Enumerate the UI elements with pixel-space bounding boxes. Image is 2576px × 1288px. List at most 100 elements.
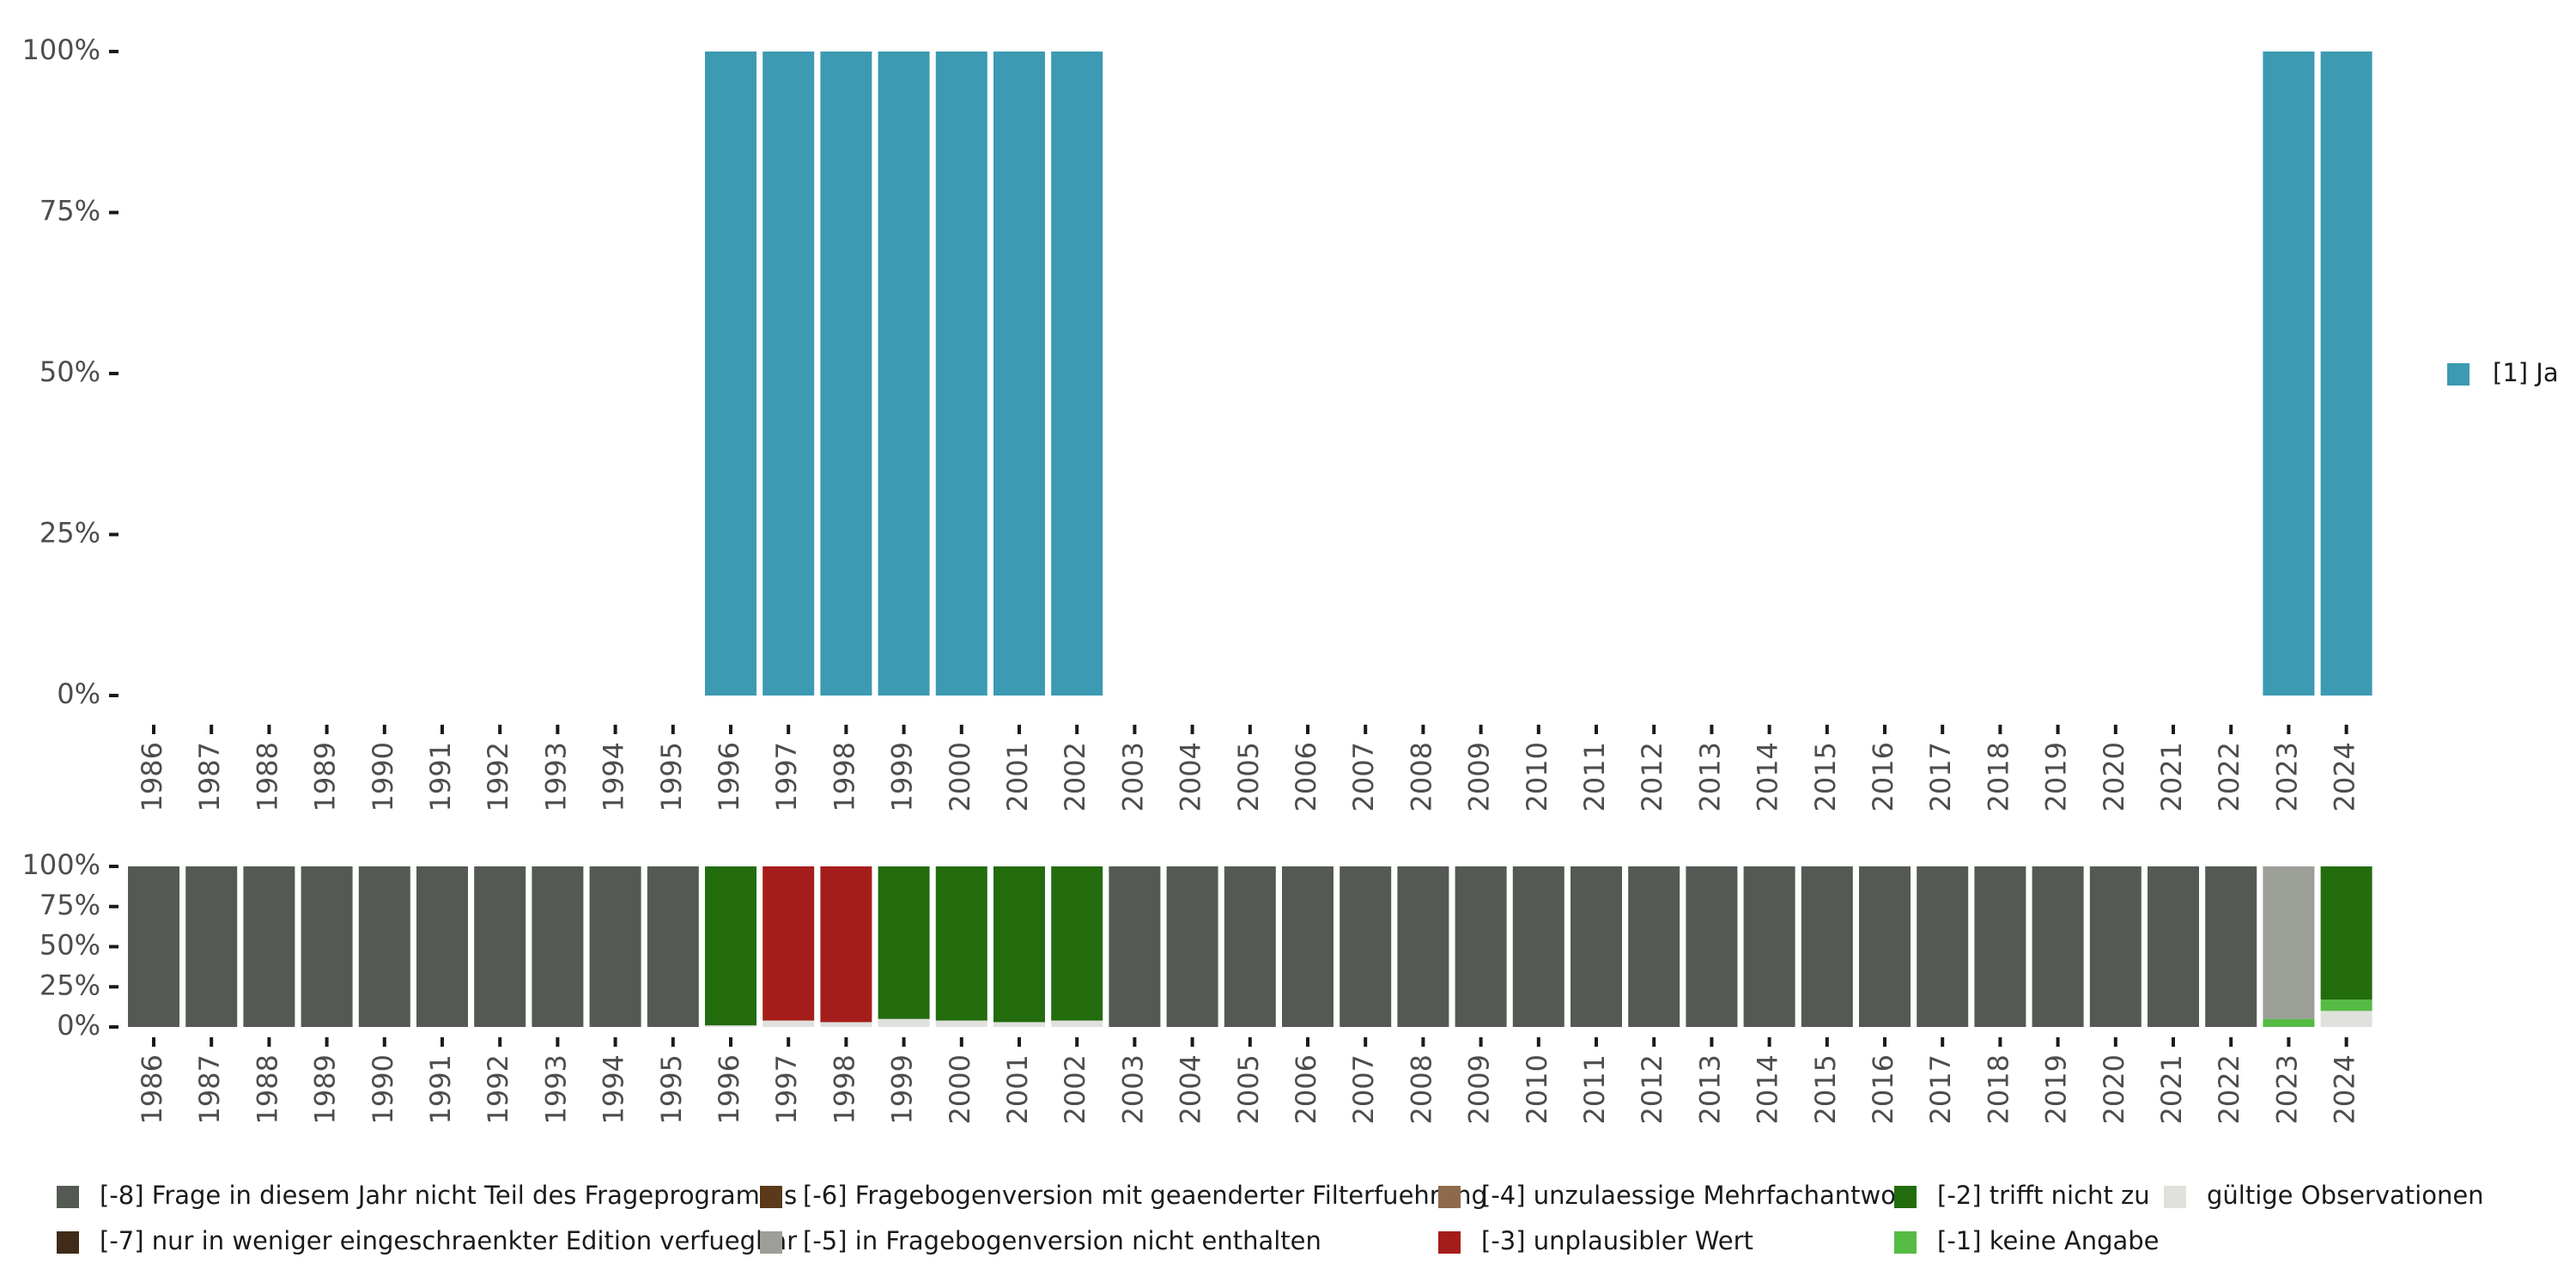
- x-tick-label: 2011: [1578, 742, 1611, 811]
- bar-segment-1997-series-2: [762, 866, 815, 1021]
- x-tick-label: 2006: [1290, 742, 1322, 811]
- top-panel-valid-answers: 0% 25% 50% 75% 100% 1986 1987 1988 1989 1990 1991 1…: [22, 33, 2372, 811]
- bar-segment-2001-series-0: [993, 52, 1045, 696]
- bar-segment-2000-series-3: [935, 866, 987, 1021]
- x-tick-label: 1995: [655, 1054, 688, 1124]
- x-tick-label: 1998: [828, 742, 860, 811]
- x-tick-label: 2011: [1578, 1054, 1611, 1124]
- x-tick-label: 2013: [1693, 742, 1726, 811]
- x-tick-label: 2013: [1693, 1054, 1726, 1124]
- bar-segment-2001-series-0: [993, 1022, 1045, 1027]
- y-tick-label: 25%: [39, 517, 100, 550]
- bar-segment-1997-series-0: [762, 1020, 815, 1027]
- bar-segment-1999-series-0: [878, 52, 930, 696]
- x-tick-label: 2014: [1752, 742, 1784, 811]
- x-tick-label: 1987: [193, 1054, 226, 1124]
- bar-segment-1996-series-0: [705, 1025, 756, 1027]
- bar-segment-1996-series-3: [705, 866, 756, 1026]
- x-tick-label: 1988: [251, 742, 283, 811]
- bar-segment-2015-series-5: [1801, 866, 1853, 1027]
- bar-segment-2000-series-0: [935, 52, 987, 696]
- legend-label: [-5] in Fragebogenversion nicht enthalte…: [803, 1226, 1321, 1255]
- y-tick-label: 25%: [39, 969, 100, 1001]
- bar-segment-2023-series-1: [2263, 1018, 2315, 1027]
- legend-label: [1] Ja: [2493, 358, 2559, 387]
- x-tick-label: 1994: [598, 1054, 630, 1124]
- bar-segment-1998-series-2: [820, 866, 872, 1023]
- legend-swatch: [57, 1186, 79, 1208]
- x-tick-label: 2009: [1463, 1054, 1496, 1124]
- x-tick-label: 2017: [1924, 1054, 1957, 1124]
- bar-segment-2008-series-5: [1397, 866, 1449, 1027]
- x-tick-label: 2018: [1982, 742, 2014, 811]
- bar-segment-2006-series-5: [1282, 866, 1334, 1027]
- x-tick-label: 2021: [2155, 1054, 2188, 1124]
- legend-swatch: [760, 1186, 782, 1208]
- bar-segment-1991-series-5: [416, 866, 468, 1027]
- x-tick-label: 2024: [2329, 742, 2361, 811]
- x-tick-label: 1993: [539, 742, 572, 811]
- x-tick-label: 2017: [1924, 742, 1957, 811]
- x-tick-label: 2021: [2155, 742, 2188, 811]
- legend-label: [-2] trifft nicht zu: [1937, 1181, 2150, 1210]
- x-tick-label: 1994: [598, 742, 630, 811]
- x-tick-label: 2004: [1175, 1054, 1207, 1124]
- bar-segment-1999-series-3: [878, 866, 930, 1019]
- y-tick-label: 50%: [39, 929, 100, 962]
- x-tick-label: 1990: [367, 1054, 399, 1124]
- bar-segment-1997-series-0: [762, 52, 815, 696]
- x-tick-label: 2010: [1521, 1054, 1553, 1124]
- bar-segment-2016-series-5: [1859, 866, 1911, 1027]
- bar-segment-1998-series-0: [820, 52, 872, 696]
- bar-segment-2024-series-1: [2320, 999, 2372, 1012]
- x-tick-label: 1989: [309, 742, 342, 811]
- x-tick-label: 1998: [828, 1054, 860, 1124]
- bar-segment-2005-series-5: [1224, 866, 1276, 1027]
- x-tick-label: 2022: [2213, 742, 2245, 811]
- bar-segment-1993-series-5: [532, 866, 584, 1027]
- x-tick-label: 1987: [193, 742, 226, 811]
- bar-segment-1987-series-5: [185, 866, 238, 1027]
- x-tick-label: 2012: [1636, 1054, 1668, 1124]
- x-tick-label: 2005: [1232, 1054, 1265, 1124]
- x-tick-label: 1995: [655, 742, 688, 811]
- bar-segment-1992-series-5: [474, 866, 526, 1027]
- x-tick-label: 2014: [1752, 1054, 1784, 1124]
- x-tick-label: 2012: [1636, 742, 1668, 811]
- legend-bottom: [-8] Frage in diesem Jahr nicht Teil des…: [57, 1181, 2484, 1255]
- x-tick-label: 1993: [539, 1054, 572, 1124]
- x-tick-label: 1996: [713, 742, 745, 811]
- x-tick-label: 1999: [886, 1054, 919, 1124]
- x-tick-label: 1992: [482, 1054, 514, 1124]
- x-tick-label: 1997: [770, 1054, 803, 1124]
- legend-label: gültige Observationen: [2207, 1181, 2484, 1210]
- legend-swatch: [2164, 1186, 2186, 1208]
- legend-label: [-4] unzulaessige Mehrfachantwort: [1481, 1181, 1916, 1210]
- x-tick-label: 2019: [2040, 1054, 2073, 1124]
- y-tick-label: 0%: [57, 1009, 100, 1042]
- bar-segment-2017-series-5: [1917, 866, 1969, 1027]
- bar-segment-2023-series-0: [2263, 52, 2315, 696]
- x-tick-label: 2007: [1347, 1054, 1380, 1124]
- x-tick-label: 2004: [1175, 742, 1207, 811]
- x-tick-label: 2020: [2098, 1054, 2130, 1124]
- legend-label: [-1] keine Angabe: [1937, 1226, 2160, 1255]
- bar-segment-2002-series-0: [1051, 52, 1103, 696]
- bar-segment-1990-series-5: [358, 866, 410, 1027]
- x-tick-label: 2019: [2040, 742, 2073, 811]
- y-tick-label: 50%: [39, 355, 100, 388]
- x-tick-label: 2016: [1867, 742, 1899, 811]
- y-tick-label: 75%: [39, 889, 100, 921]
- bar-segment-2010-series-5: [1512, 866, 1564, 1027]
- bar-segment-1986-series-5: [128, 866, 179, 1027]
- legend-swatch: [760, 1231, 782, 1254]
- y-tick-label: 100%: [22, 848, 100, 881]
- x-tick-label: 1999: [886, 742, 919, 811]
- bar-segment-2022-series-5: [2205, 866, 2257, 1027]
- x-tick-label: 2002: [1059, 1054, 1091, 1124]
- x-tick-label: 1986: [136, 742, 168, 811]
- legend-right: [1] Ja: [2447, 358, 2559, 387]
- legend-swatch: [57, 1231, 79, 1254]
- x-tick-label: 2008: [1405, 1054, 1437, 1124]
